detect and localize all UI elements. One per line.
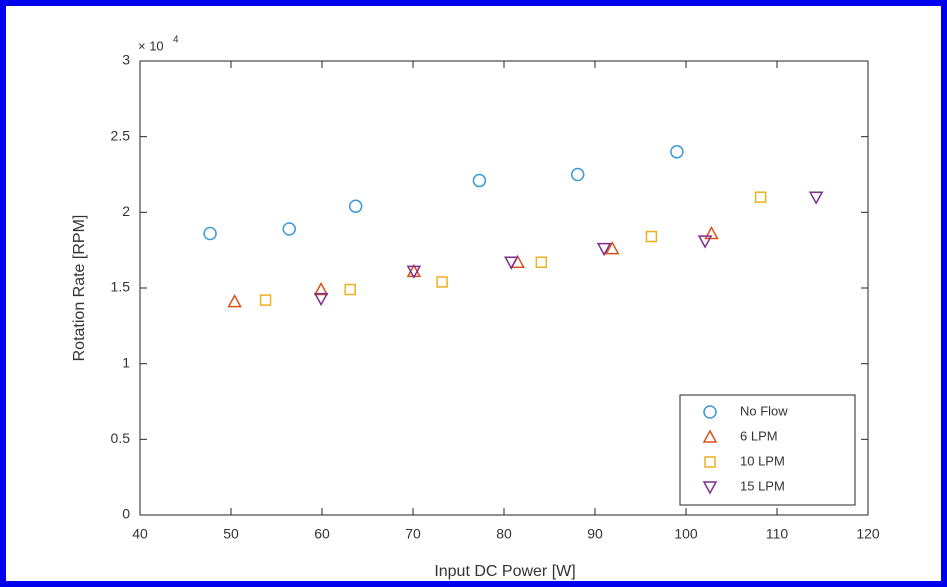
legend-marker [702,429,718,443]
point [227,294,242,308]
point [259,294,272,306]
legend-marker [702,481,718,495]
legend-marker [704,456,716,468]
point [670,145,684,159]
point [605,241,620,255]
x-tick-label: 40 [132,526,148,542]
x-tick-label: 70 [405,526,421,542]
y-tick-label: 0 [122,506,130,522]
point [645,230,658,243]
point [754,191,767,203]
point [313,281,329,296]
point [406,265,422,279]
point [704,225,719,240]
x-tick-label: 100 [674,526,698,542]
x-tick-label: 50 [223,526,239,542]
point [313,292,329,307]
point [535,256,548,269]
x-tick-label: 90 [587,526,603,542]
y-multiplier-exponent: 4 [173,35,179,46]
x-tick-label: 80 [496,526,512,542]
point [596,242,612,257]
y-axis-label: Rotation Rate [RPM] [71,215,88,362]
legend-label: 6 LPM [740,428,778,443]
point [203,226,217,241]
x-tick-label: 60 [314,526,330,542]
point [808,191,824,205]
y-tick-label: 1 [122,354,130,370]
legend-label: 15 LPM [740,478,785,493]
x-tick-label: 120 [856,526,880,542]
y-multiplier: × 10 [138,38,164,53]
legend-label: 10 LPM [740,453,785,468]
point [570,167,585,182]
point [348,199,363,214]
point [282,222,296,236]
legend-label: No Flow [740,403,788,418]
point [472,173,487,188]
point [697,235,713,249]
y-tick-label: 2.5 [111,127,131,143]
point [344,283,356,296]
x-tick-label: 110 [766,526,789,542]
y-tick-label: 0.5 [111,430,131,446]
y-tick-label: 2 [122,203,130,219]
y-tick-label: 1.5 [111,279,131,295]
legend-box [679,394,856,506]
y-tick-label: 3 [122,52,130,68]
legend-marker [703,405,717,419]
point [504,256,519,270]
point [436,276,448,288]
x-axis-label: Input DC Power [W] [434,563,575,580]
